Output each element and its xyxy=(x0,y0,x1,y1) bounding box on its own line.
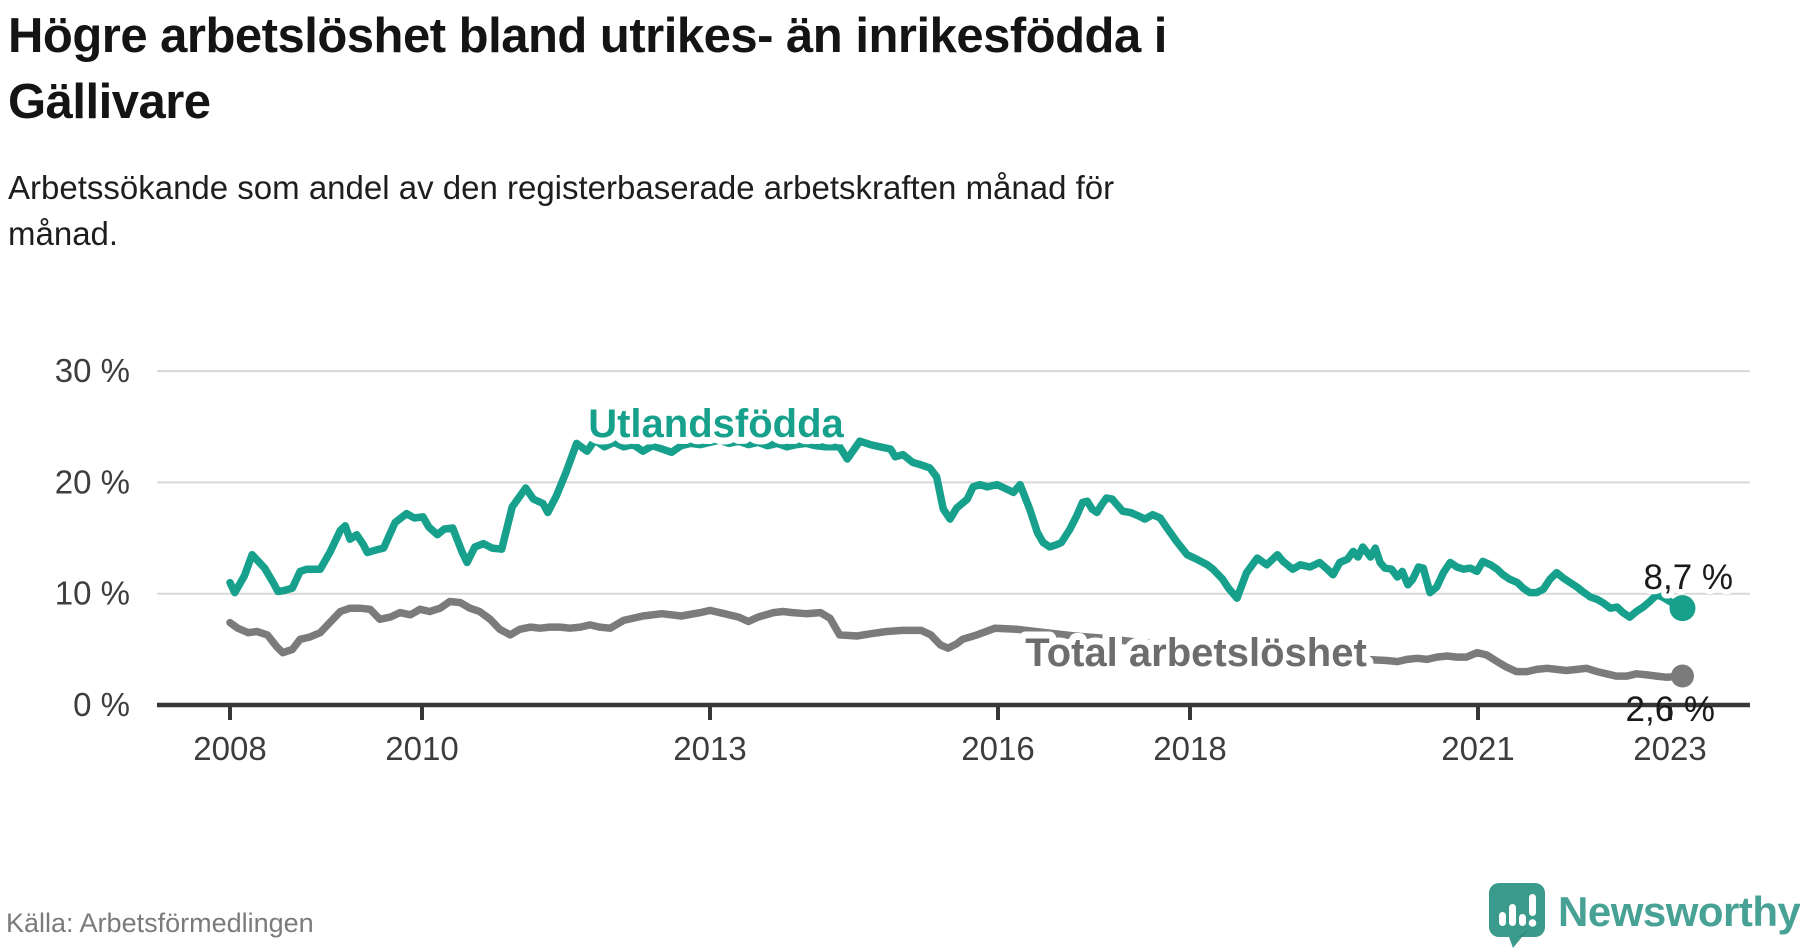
series-utlandsfodda-end-dot xyxy=(1669,595,1696,622)
x-axis-tick-label: 2013 xyxy=(673,730,746,767)
x-axis-tick-label: 2023 xyxy=(1633,730,1706,767)
y-axis-tick-label: 0 % xyxy=(73,686,130,723)
gridlines xyxy=(157,370,1750,595)
x-axis-tick-label: 2010 xyxy=(385,730,458,767)
subtitle-line-2: månad. xyxy=(8,214,119,252)
y-axis-tick-label: 10 % xyxy=(55,575,130,612)
series-total-label: Total arbetslöshet xyxy=(1025,631,1367,675)
series-end-dots xyxy=(1669,595,1696,688)
series-lines xyxy=(226,436,1687,681)
series-total-end-value-label: 2,6 % xyxy=(1626,690,1716,729)
y-axis-tick-label: 30 % xyxy=(55,352,130,389)
title-line-2: Gällivare xyxy=(8,74,211,129)
series-total-end-dot xyxy=(1670,664,1694,688)
x-axis-tick-label: 2021 xyxy=(1441,730,1514,767)
newsworthy-logo: Newsworthy xyxy=(1488,882,1800,948)
y-axis-tick-label: 20 % xyxy=(55,463,130,500)
newsworthy-wordmark: Newsworthy xyxy=(1558,888,1800,935)
x-axis-tick-label: 2018 xyxy=(1153,730,1226,767)
series-total-line xyxy=(226,597,1687,681)
x-axis-tick-label: 2008 xyxy=(193,730,266,767)
subtitle-line-1: Arbetssökande som andel av den registerb… xyxy=(8,169,1115,206)
newsworthy-logo-icon xyxy=(1489,883,1545,948)
series-utlandsfodda-label: Utlandsfödda xyxy=(588,402,844,446)
axis-tick-labels: 0 % 10 % 20 % 30 % 2008 2010 2013 2016 2018 2021 2… xyxy=(55,352,1707,767)
series-utlandsfodda-line xyxy=(226,436,1687,621)
title-line-1: Högre arbetslöshet bland utrikes- än inr… xyxy=(8,9,1167,63)
x-axis-tick-label: 2016 xyxy=(961,730,1034,767)
source-note: Källa: Arbetsförmedlingen xyxy=(6,908,314,938)
page-title: Högre arbetslöshet bland utrikes- än inr… xyxy=(8,4,1568,135)
x-axis xyxy=(157,702,1750,720)
chart-subtitle: Arbetssökande som andel av den registerb… xyxy=(8,165,1468,256)
series-utlandsfodda-end-value-label: 8,7 % xyxy=(1644,558,1734,597)
